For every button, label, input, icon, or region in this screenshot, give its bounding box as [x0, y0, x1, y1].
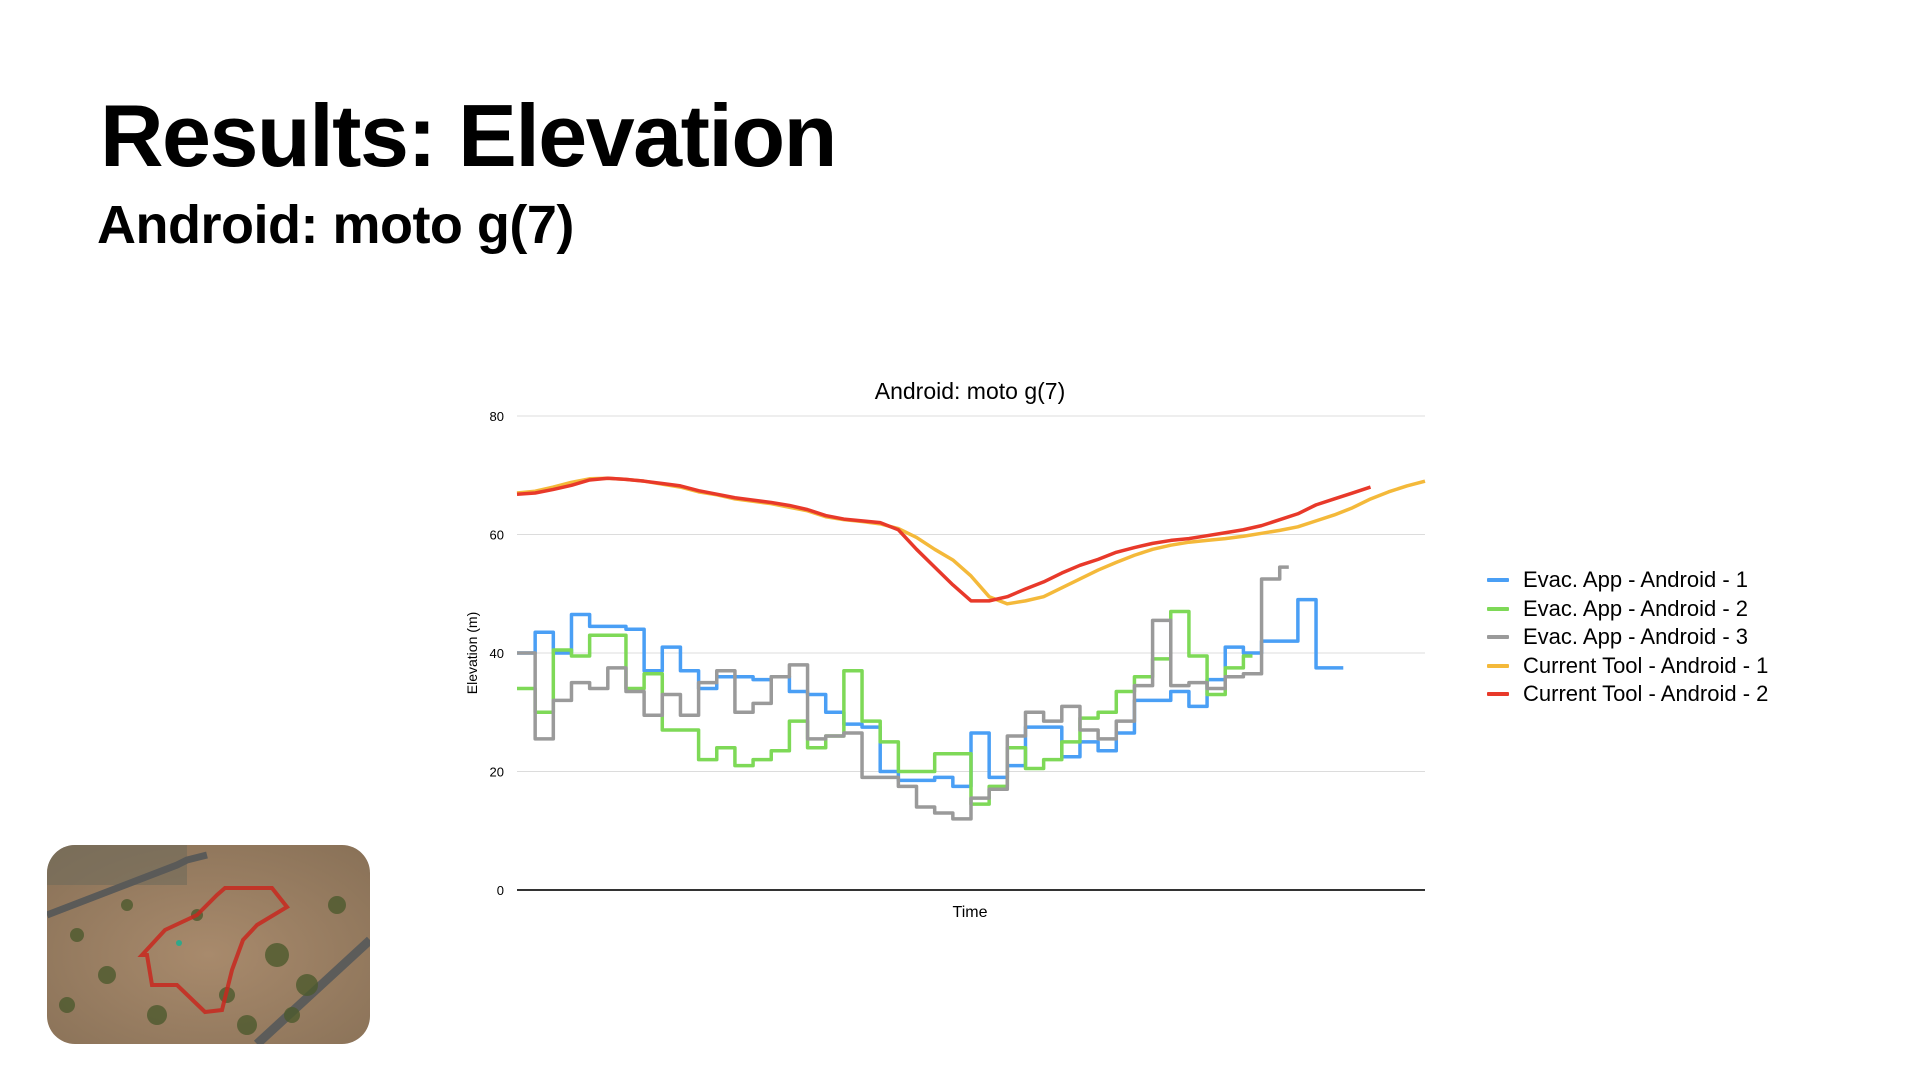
legend-label: Current Tool - Android - 2	[1523, 681, 1769, 707]
legend-label: Evac. App - Android - 3	[1523, 624, 1749, 650]
legend-item: Evac. App - Android - 2	[1487, 595, 1768, 624]
slide-subtitle: Android: moto g(7)	[97, 195, 574, 255]
legend-swatch	[1487, 606, 1509, 611]
chart-legend: Evac. App - Android - 1 Evac. App - Andr…	[1487, 566, 1768, 709]
y-tick-label: 0	[497, 883, 504, 898]
legend-label: Evac. App - Android - 2	[1523, 595, 1749, 621]
y-tick-label: 80	[490, 409, 504, 424]
legend-swatch	[1487, 663, 1509, 668]
series-line-1	[517, 597, 1344, 789]
route-outline	[137, 886, 290, 1015]
legend-label: Current Tool - Android - 1	[1523, 652, 1769, 678]
y-axis-label: Elevation (m)	[464, 612, 480, 694]
series-line-4	[516, 476, 1426, 606]
trail-map-thumbnail	[47, 845, 370, 1044]
y-tick-label: 60	[490, 528, 504, 543]
series-line-3	[517, 565, 1289, 821]
legend-item: Evac. App - Android - 3	[1487, 623, 1768, 652]
legend-swatch	[1487, 692, 1509, 697]
aerial-map-image	[47, 845, 370, 1044]
legend-swatch	[1487, 578, 1509, 583]
slide-title: Results: Elevation	[100, 86, 837, 185]
x-axis-label: Time	[953, 904, 988, 921]
legend-item: Current Tool - Android - 2	[1487, 680, 1768, 709]
series-line-2	[517, 609, 1253, 806]
legend-item: Current Tool - Android - 1	[1487, 652, 1768, 681]
y-tick-label: 40	[490, 646, 504, 661]
chart-title: Android: moto g(7)	[875, 378, 1065, 404]
y-tick-label: 20	[490, 765, 504, 780]
legend-label: Evac. App - Android - 1	[1523, 567, 1749, 593]
legend-item: Evac. App - Android - 1	[1487, 566, 1768, 595]
series-line-5	[516, 476, 1372, 603]
legend-swatch	[1487, 635, 1509, 640]
